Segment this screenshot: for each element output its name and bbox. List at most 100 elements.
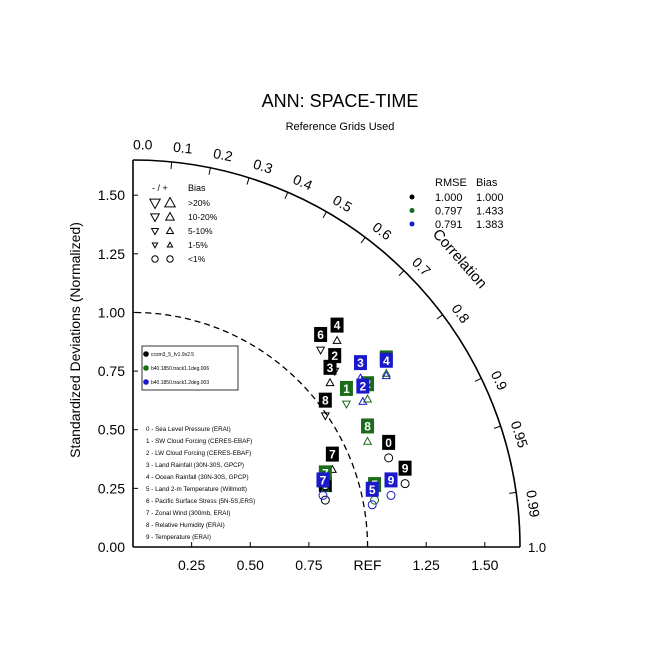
corr-tick [322, 211, 327, 219]
data-point: 8 [361, 418, 375, 445]
case-color-dot [143, 365, 149, 371]
variable-legend-item: 3 - Land Rainfall (30N-30S, GPCP) [146, 462, 244, 469]
y-tick-label: 1.50 [98, 187, 125, 203]
bias-legend-label: <1% [188, 254, 206, 264]
bias-legend-label: 10-20% [188, 212, 218, 222]
case-name: ccsm3_5_fv1.9x2.5 [151, 352, 194, 358]
variable-legend-item: 4 - Ocean Rainfall (30N-30S, GPCP) [146, 474, 249, 481]
stats-bias-value: 1.433 [476, 206, 504, 218]
marker-triangle-up [164, 211, 176, 221]
marker-triangle-up [381, 368, 391, 377]
point-id-label: 9 [388, 473, 395, 487]
stats-color-dot [409, 194, 415, 200]
data-point: 3 [323, 359, 337, 387]
correlation-axis-label: Correlation [429, 226, 490, 292]
marker-triangle-up [381, 370, 391, 380]
corr-tick-label: 0.0 [133, 137, 153, 153]
stats-header-rmse: RMSE [435, 177, 467, 189]
corr-tick-label: 0.4 [291, 171, 315, 194]
data-point: 4 [330, 317, 344, 344]
point-id-label: 8 [322, 394, 329, 408]
marker-circle [386, 490, 396, 500]
corr-tick-label: 0.9 [488, 368, 511, 393]
corr-tick-label: 0.95 [508, 419, 532, 450]
bias-legend-header: - / + [152, 183, 168, 193]
corr-tick-label: 0.99 [523, 489, 543, 518]
data-point: 6 [314, 326, 328, 356]
marker-triangle-down [315, 346, 326, 356]
marker-triangle-down [150, 227, 160, 236]
x-tick-label: 1.50 [471, 557, 498, 573]
x-tick-label: 1.25 [413, 557, 440, 573]
variable-legend-item: 8 - Relative Humidity (ERAI) [146, 522, 225, 529]
marker-circle [320, 495, 330, 505]
variable-legend-item: 6 - Pacific Surface Stress (5N-5S,ERS) [146, 498, 255, 505]
marker-triangle-up [163, 196, 177, 208]
stats-rmse-value: 0.797 [435, 206, 463, 218]
corr-tick-label: 0.6 [370, 219, 395, 244]
marker-triangle-down [341, 400, 352, 409]
corr-tick [170, 161, 173, 169]
marker-triangle-down [320, 412, 330, 421]
marker-circle [367, 500, 377, 510]
point-id-label: 2 [331, 349, 338, 363]
marker-triangle-down [151, 242, 159, 249]
marker-triangle-up [320, 483, 330, 492]
point-id-label: 6 [317, 328, 324, 342]
marker-triangle-up [358, 396, 368, 405]
variable-legend-item: 5 - Land 2-m Temperature (Willmott) [146, 486, 247, 493]
marker-circle [166, 255, 174, 263]
corr-tick-label: 0.8 [448, 301, 473, 326]
y-tick-label: 0.50 [98, 422, 125, 438]
marker-circle [318, 490, 328, 500]
variable-legend-item: 9 - Temperature (ERAI) [146, 534, 211, 541]
bias-legend-label: >20% [188, 198, 210, 208]
stats-rmse-value: 1.000 [435, 192, 463, 204]
stats-color-dot [409, 221, 415, 227]
point-id-label: 7 [320, 473, 327, 487]
case-color-dot [143, 379, 149, 385]
point-id-box [384, 472, 398, 488]
ref-label: REF [354, 557, 382, 573]
arc-end-label: 1.0 [528, 540, 546, 555]
point-id-box [354, 355, 368, 371]
data-point: 7 [316, 472, 330, 500]
corr-tick [436, 314, 443, 320]
corr-tick [284, 192, 289, 199]
corr-tick [474, 377, 482, 382]
marker-triangle-up [165, 226, 175, 235]
marker-triangle-down [148, 198, 162, 210]
data-point: 2 [356, 378, 370, 405]
y-tick-label: 1.00 [98, 304, 125, 320]
marker-triangle-up [362, 436, 373, 445]
variable-legend-item: 2 - LW Cloud Forcing (CERES-EBAF) [146, 450, 251, 457]
case-color-dot [143, 351, 149, 357]
variable-legend-item: 1 - SW Cloud Forcing (CERES-EBAF) [146, 438, 252, 445]
marker-triangle-down [149, 213, 161, 223]
marker-triangle-up [166, 241, 174, 248]
corr-tick-label: 0.3 [251, 156, 275, 177]
data-point: 1 [339, 380, 353, 409]
marker-triangle-up [355, 373, 366, 382]
y-axis-label: Standardized Deviations (Normalized) [67, 222, 83, 458]
corr-tick [398, 270, 405, 276]
y-tick-label: 0.00 [98, 539, 125, 555]
corr-tick-label: 0.1 [172, 139, 193, 157]
data-point: 4 [379, 352, 393, 380]
corr-tick-label: 0.7 [409, 254, 434, 279]
point-id-label: 3 [327, 361, 334, 375]
outer-arc [132, 159, 521, 548]
marker-circle [151, 255, 159, 263]
point-id-label: 1 [343, 382, 350, 396]
point-id-box [356, 378, 370, 394]
point-id-box [318, 392, 332, 408]
data-point: 9 [398, 460, 412, 489]
corr-tick-label: 0.5 [330, 192, 355, 216]
marker-triangle-up [325, 377, 335, 387]
stats-bias-value: 1.383 [476, 219, 504, 231]
case-name: b40.1850.track1.2deg.003 [151, 380, 209, 386]
data-point: 8 [318, 392, 332, 421]
bias-legend-label: 5-10% [188, 226, 213, 236]
point-id-box [314, 326, 328, 342]
